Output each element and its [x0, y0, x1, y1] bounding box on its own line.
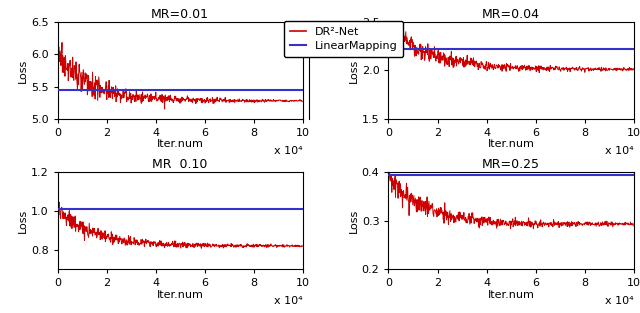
X-axis label: Iter.num: Iter.num	[157, 139, 204, 149]
Text: x 10⁴: x 10⁴	[274, 296, 303, 306]
Text: x 10⁴: x 10⁴	[605, 146, 634, 156]
Text: x 10⁴: x 10⁴	[605, 296, 634, 306]
Text: x 10⁴: x 10⁴	[274, 146, 303, 156]
Title: MR=0.25: MR=0.25	[482, 158, 540, 171]
Title: MR=0.04: MR=0.04	[482, 8, 540, 21]
X-axis label: Iter.num: Iter.num	[488, 290, 534, 300]
X-axis label: Iter.num: Iter.num	[488, 139, 534, 149]
Y-axis label: Loss: Loss	[18, 208, 28, 233]
X-axis label: Iter.num: Iter.num	[157, 290, 204, 300]
Y-axis label: Loss: Loss	[18, 58, 28, 83]
Title: MR=0.01: MR=0.01	[151, 8, 209, 21]
Legend: DR²-Net, LinearMapping: DR²-Net, LinearMapping	[284, 21, 403, 57]
Y-axis label: Loss: Loss	[349, 208, 359, 233]
Y-axis label: Loss: Loss	[349, 58, 359, 83]
Title: MR  0.10: MR 0.10	[152, 158, 208, 171]
